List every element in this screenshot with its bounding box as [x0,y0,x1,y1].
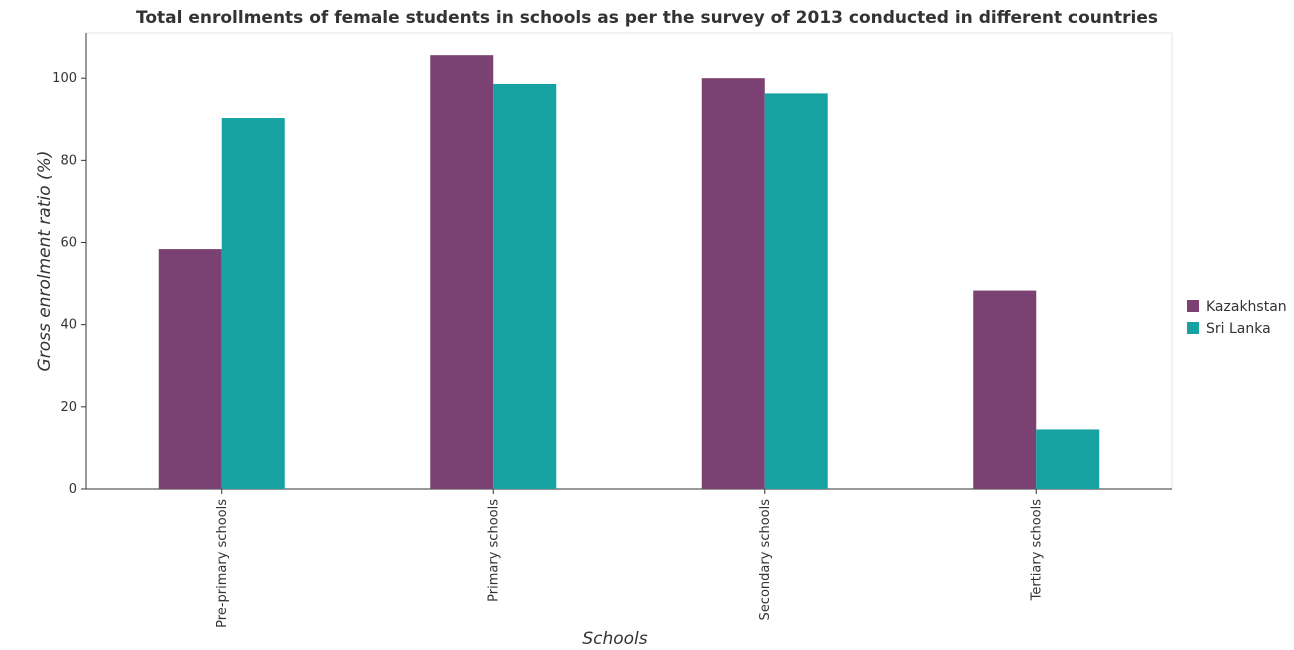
bar [430,55,494,490]
bars [158,55,1100,490]
y-tick-label: 20 [60,400,77,415]
bar [221,118,285,489]
x-axis: Pre-primary schools Primary schools Second… [86,488,1172,628]
bar [973,290,1037,489]
x-tick-label: Tertiary schools [1029,499,1044,602]
y-axis-title: Gross enrolment ratio (%) [35,151,55,372]
legend-label: Sri Lanka [1206,321,1271,337]
bar [764,93,828,489]
x-tick-label: Secondary schools [758,499,773,621]
bar [158,249,222,489]
y-tick-label: 80 [60,153,77,168]
legend-label: Kazakhstan [1206,299,1287,315]
x-axis-title: Schools [582,629,647,649]
bar [701,78,765,490]
y-axis: 0 20 40 60 80 100 [52,33,87,497]
bar [493,83,557,489]
y-tick-label: 60 [60,236,77,251]
x-tick-label: Pre-primary schools [215,499,230,628]
x-tick-label: Primary schools [486,499,501,602]
y-tick-label: 0 [69,482,77,497]
y-tick-label: 40 [60,318,77,333]
legend-swatch [1187,322,1199,334]
legend-swatch [1187,300,1199,312]
bar [1036,429,1100,489]
chart-title: Total enrollments of female students in … [135,8,1159,28]
legend: Kazakhstan Sri Lanka [1187,299,1287,337]
y-tick-label: 100 [52,71,77,86]
